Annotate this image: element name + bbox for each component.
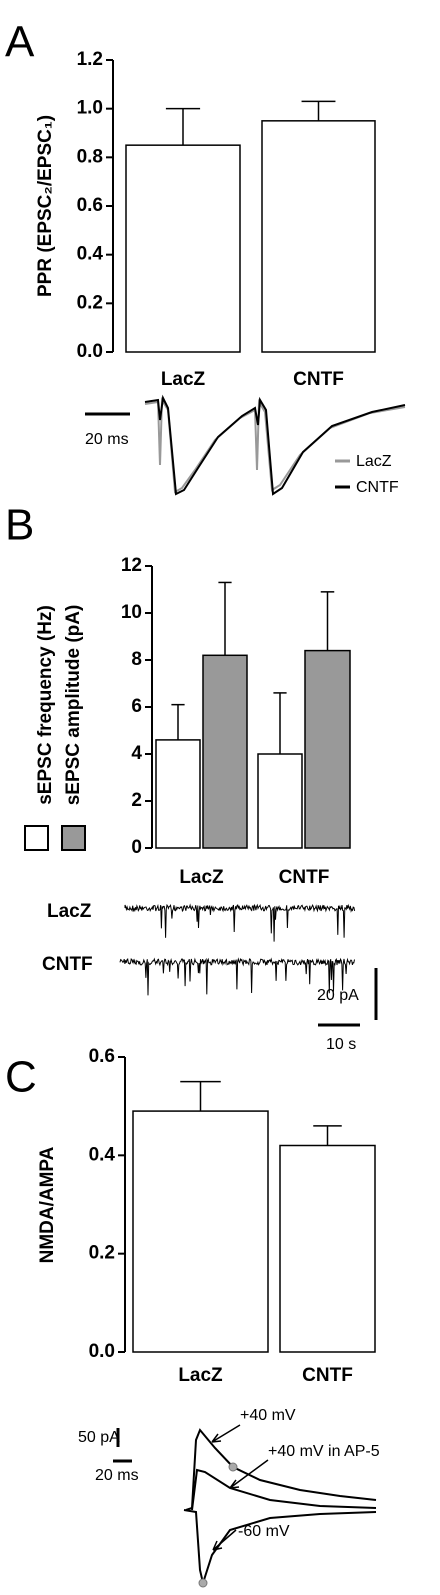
bar bbox=[279, 1144, 376, 1353]
y-tick-label: 12 bbox=[121, 555, 142, 576]
trace-label: LacZ bbox=[47, 901, 92, 922]
traces bbox=[24, 394, 406, 1588]
trace-ap5 bbox=[191, 1468, 377, 1511]
trace-cntf bbox=[144, 394, 406, 496]
y-tick-label: 6 bbox=[131, 696, 142, 717]
annotation: -60 mV bbox=[238, 1523, 290, 1540]
annotation: +40 mV in AP-5 bbox=[268, 1443, 380, 1460]
y-label: NMDA/AMPA bbox=[37, 1146, 58, 1263]
panel-label: B bbox=[5, 501, 34, 550]
bar bbox=[202, 654, 248, 849]
x-tick-label: LacZ bbox=[161, 369, 206, 390]
scale-label: 20 ms bbox=[85, 431, 129, 448]
legend-label: sEPSC frequency (Hz) bbox=[35, 605, 56, 805]
y-tick-label: 0.2 bbox=[77, 292, 103, 313]
panel-label: C bbox=[5, 1053, 37, 1102]
bar bbox=[257, 753, 303, 849]
bar bbox=[261, 120, 376, 353]
bar bbox=[125, 144, 241, 353]
y-tick-label: 0.4 bbox=[77, 244, 104, 265]
y-tick-label: 8 bbox=[131, 649, 142, 670]
y-tick-label: 0.8 bbox=[77, 146, 103, 167]
trace-minus60 bbox=[183, 1509, 377, 1587]
trace bbox=[119, 957, 355, 996]
y-tick-label: 2 bbox=[131, 790, 142, 811]
scale-label: 20 ms bbox=[95, 1467, 139, 1484]
x-tick-label: CNTF bbox=[279, 867, 330, 888]
arrow bbox=[229, 1459, 269, 1489]
trace bbox=[124, 903, 356, 942]
x-tick-label: LacZ bbox=[178, 1365, 223, 1386]
x-tick-label: LacZ bbox=[179, 867, 224, 888]
trace-plus40 bbox=[185, 1428, 377, 1511]
panel-label: A bbox=[5, 18, 35, 67]
legend-label: sEPSC amplitude (pA) bbox=[63, 605, 84, 806]
marker bbox=[228, 1462, 238, 1472]
bar bbox=[155, 739, 201, 849]
legend-label: LacZ bbox=[356, 453, 392, 470]
x-tick-label: CNTF bbox=[293, 369, 344, 390]
y-tick-label: 0 bbox=[131, 837, 142, 858]
y-tick-label: 10 bbox=[121, 602, 142, 623]
x-tick-label: CNTF bbox=[302, 1365, 353, 1386]
trace-label: CNTF bbox=[42, 954, 93, 975]
legend-label: CNTF bbox=[356, 479, 399, 496]
y-tick-label: 1.2 bbox=[77, 49, 103, 70]
bar bbox=[304, 649, 351, 849]
y-tick-label: 0.2 bbox=[89, 1243, 115, 1264]
y-tick-label: 0.6 bbox=[77, 195, 103, 216]
y-label: PPR (EPSC₂/EPSC₁) bbox=[35, 115, 56, 297]
y-tick-label: 4 bbox=[131, 743, 142, 764]
y-tick-label: 0.6 bbox=[89, 1046, 115, 1067]
bar bbox=[132, 1110, 269, 1353]
legend-box bbox=[61, 825, 86, 851]
legend-box bbox=[24, 825, 49, 851]
scale-label: 50 pA bbox=[78, 1429, 120, 1446]
arrow bbox=[212, 1529, 237, 1551]
arrow bbox=[211, 1424, 241, 1443]
y-tick-label: 0.4 bbox=[89, 1144, 116, 1165]
y-tick-label: 0.0 bbox=[77, 341, 103, 362]
marker bbox=[198, 1578, 208, 1588]
y-tick-label: 1.0 bbox=[77, 98, 103, 119]
scale-label: 10 s bbox=[326, 1036, 356, 1053]
annotation: +40 mV bbox=[240, 1407, 296, 1424]
scale-label: 20 pA bbox=[317, 987, 359, 1004]
y-tick-label: 0.0 bbox=[89, 1341, 115, 1362]
